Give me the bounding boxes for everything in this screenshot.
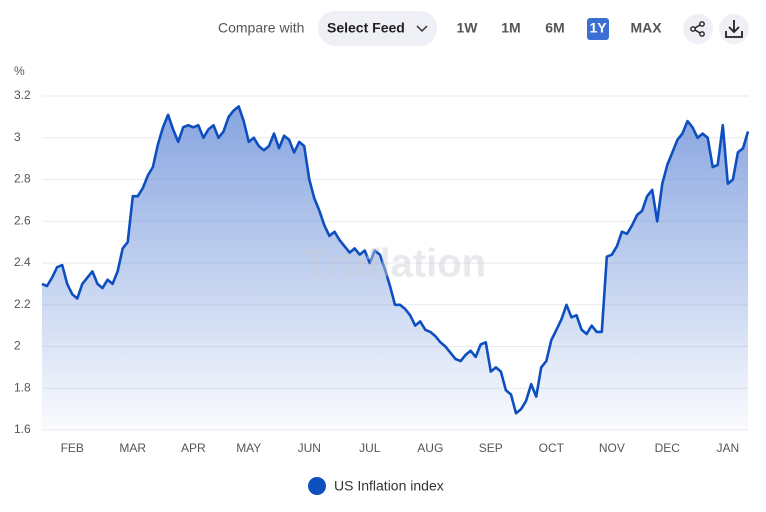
range-buttons: 1W 1M 6M 1Y MAX: [457, 18, 662, 40]
y-tick-label: 2.6: [14, 213, 31, 227]
x-tick-label: JAN: [716, 441, 739, 455]
range-button[interactable]: MAX: [630, 20, 662, 36]
y-unit: %: [14, 64, 25, 78]
x-tick-label: NOV: [599, 441, 625, 455]
y-tick-label: 2.4: [14, 255, 31, 269]
y-tick-label: 1.8: [14, 380, 31, 394]
x-tick-label: SEP: [479, 441, 503, 455]
watermark: Truflation: [304, 242, 486, 286]
y-tick-label: 2.2: [14, 297, 31, 311]
x-tick-label: OCT: [539, 441, 565, 455]
x-tick-label: AUG: [417, 441, 443, 455]
feed-select-bg[interactable]: [318, 11, 437, 46]
area-fill: [42, 106, 748, 431]
feed-select-label[interactable]: Select Feed: [327, 20, 405, 36]
range-active-bg[interactable]: [587, 18, 609, 40]
y-tick-label: 2.8: [14, 172, 31, 186]
share-icon: [690, 21, 705, 37]
y-tick-label: 3: [14, 130, 21, 144]
legend[interactable]: US Inflation index: [308, 477, 444, 495]
line: [41, 105, 750, 415]
download-icon: [725, 20, 743, 38]
compare-label: Compare with: [218, 20, 304, 36]
range-button[interactable]: 1M: [501, 20, 520, 36]
plot: 1.6 1.8 2 2.2 2.4 2.6 2.8 3 3.2 FEB MAR APR MAY JUN JU…: [14, 88, 750, 455]
x-tick-label: MAR: [119, 441, 146, 455]
y-tick-label: 3.2: [14, 88, 31, 102]
x-tick-label: FEB: [61, 441, 84, 455]
y-tick-label: 2: [14, 339, 21, 353]
x-tick-label: JUL: [359, 441, 381, 455]
legend-marker[interactable]: [308, 477, 326, 495]
y-tick-label: 1.6: [14, 422, 31, 436]
share-button[interactable]: [683, 14, 713, 44]
range-button[interactable]: 1W: [457, 20, 479, 36]
x-tick-label: APR: [181, 441, 206, 455]
range-button[interactable]: 1Y: [589, 20, 607, 36]
x-tick-label: DEC: [655, 441, 681, 455]
x-tick-label: JUN: [298, 441, 321, 455]
legend-label[interactable]: US Inflation index: [334, 478, 444, 494]
chevron: [416, 25, 428, 33]
feed-select[interactable]: Select Feed: [318, 11, 437, 46]
range-button[interactable]: 6M: [545, 20, 564, 36]
x-tick-label: MAY: [236, 441, 261, 455]
